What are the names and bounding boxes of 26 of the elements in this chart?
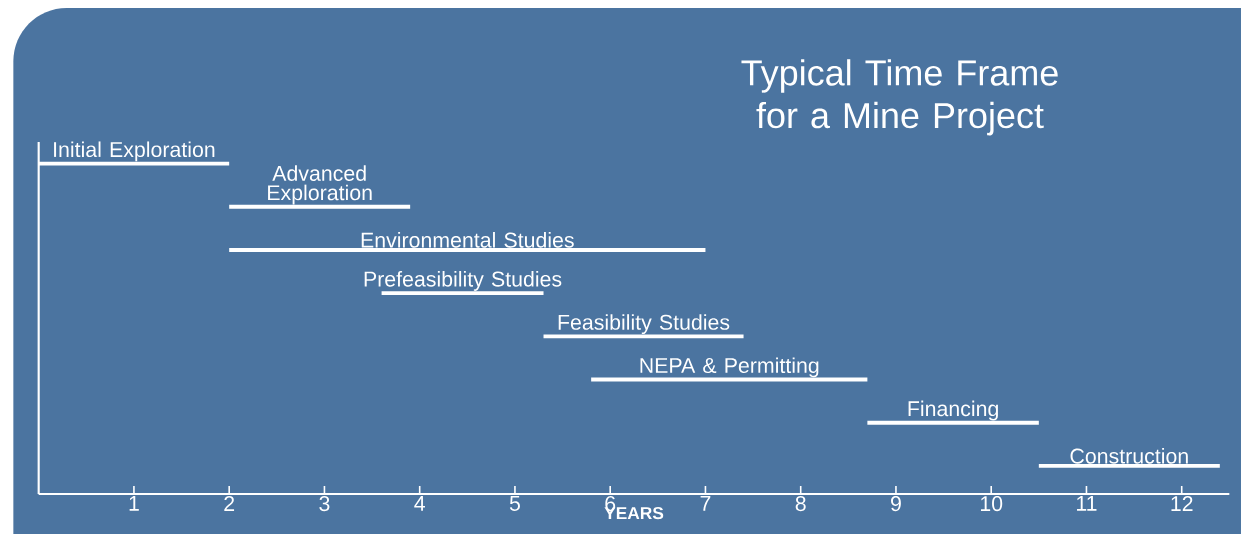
y-tick-label: Construction xyxy=(1070,447,1188,464)
y-tick-label: Advanced Exploration xyxy=(268,165,372,205)
bar xyxy=(867,420,1039,425)
y-tick-label: Feasibility Studies xyxy=(558,314,730,335)
bar xyxy=(229,248,706,252)
x-tick-label: 4 xyxy=(414,496,425,511)
y-tick-label: NEPA & Permitting xyxy=(640,357,819,378)
y-tick-label: Environmental Studies xyxy=(361,232,574,248)
x-tick-label: 10 xyxy=(980,496,1003,512)
x-tick-label: 5 xyxy=(509,496,520,511)
x-tick-label: 1 xyxy=(129,496,139,511)
x-tick-label: 8 xyxy=(795,496,806,512)
bar xyxy=(543,334,744,339)
x-tick-label: 9 xyxy=(891,496,901,512)
chart-title: Typical Time Frame for a Mine Project xyxy=(741,59,1058,136)
bar xyxy=(1038,463,1220,468)
x-tick-label: 12 xyxy=(1171,496,1193,511)
y-tick-label: Prefeasibility Studies xyxy=(364,271,562,291)
bar xyxy=(229,204,411,209)
y-tick-label: Initial Exploration xyxy=(54,141,215,162)
y-tick-label: Financing xyxy=(908,400,998,421)
bar xyxy=(381,291,544,296)
x-tick-label: 7 xyxy=(700,496,711,511)
x-tick-label: 11 xyxy=(1077,496,1097,511)
x-tick-label: 2 xyxy=(224,496,235,511)
x-tick-label: 3 xyxy=(319,496,330,512)
